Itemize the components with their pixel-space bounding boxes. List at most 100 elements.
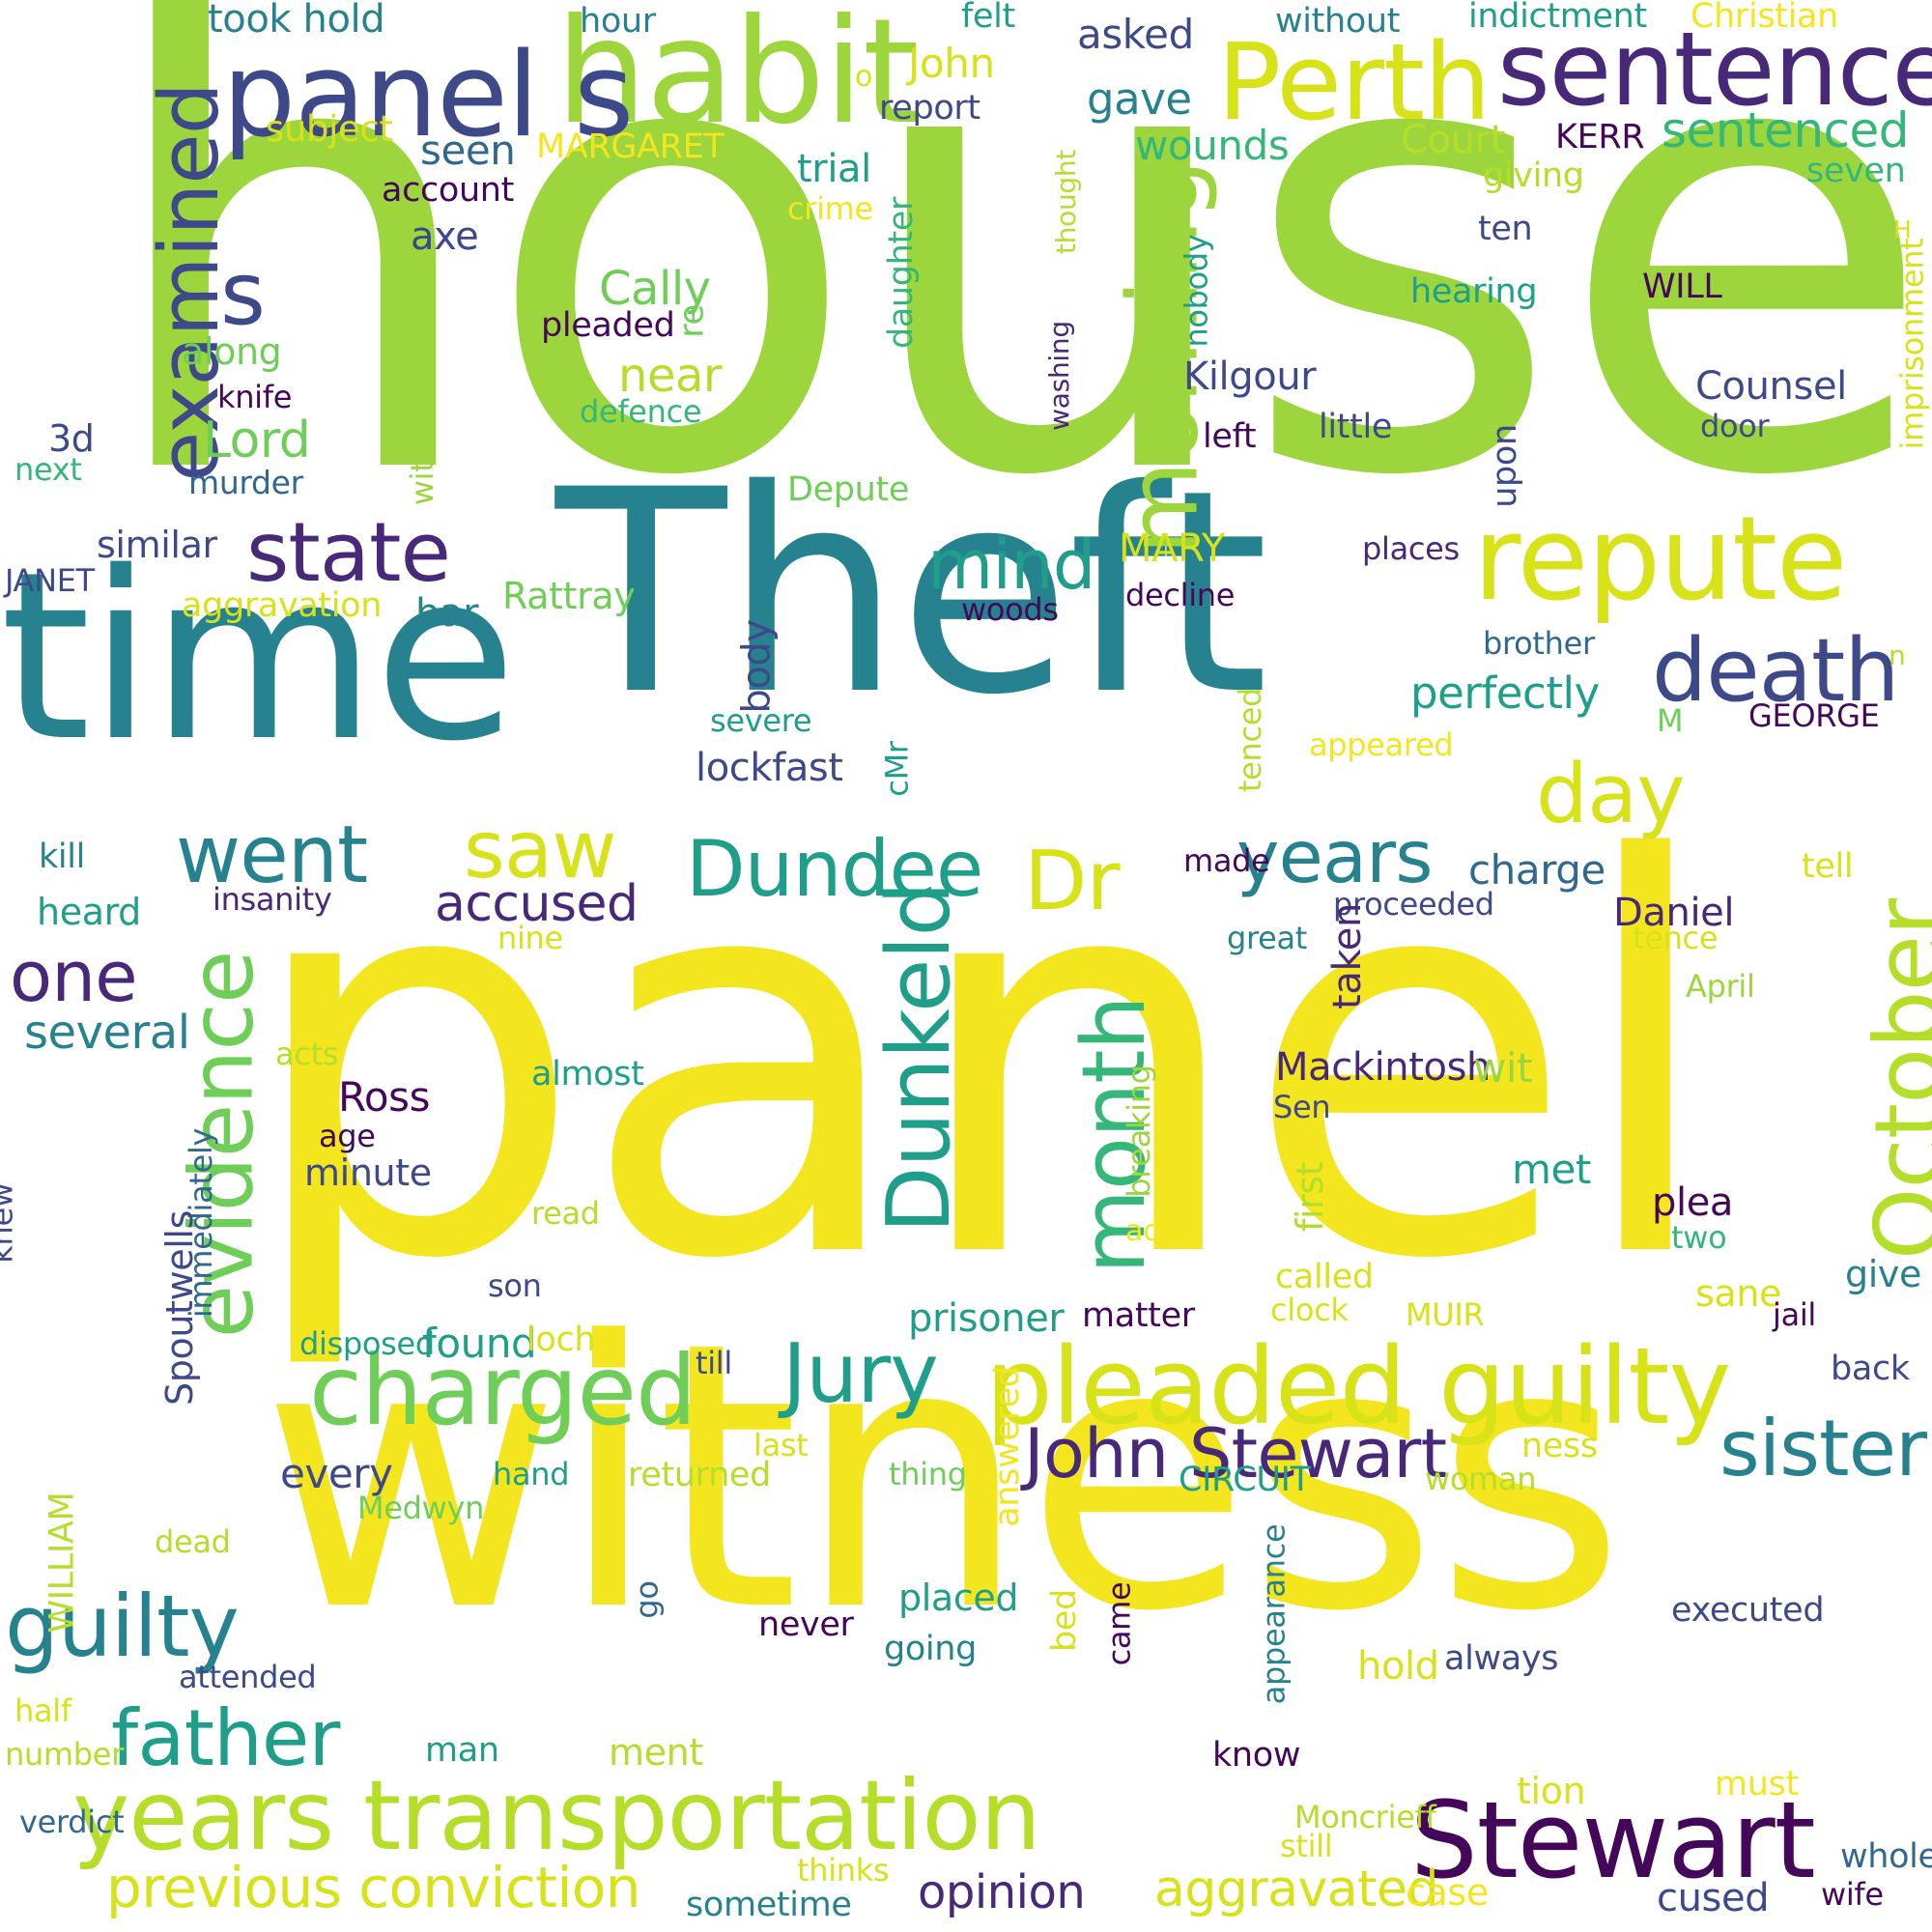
- cloud-word: took hold: [208, 0, 385, 42]
- cloud-word: still: [1280, 1828, 1333, 1864]
- cloud-word: door: [1700, 408, 1770, 444]
- cloud-word: ten: [1478, 210, 1533, 248]
- cloud-word: October: [1856, 898, 1932, 1261]
- cloud-word: without: [1275, 2, 1401, 41]
- cloud-word: GEORGE: [1748, 697, 1880, 734]
- cloud-word: thinks: [797, 1852, 890, 1889]
- cloud-word: gave: [1087, 73, 1192, 125]
- cloud-word: back: [1831, 1350, 1910, 1388]
- cloud-word: insanity: [213, 881, 332, 918]
- cloud-word: sentence: [1497, 11, 1932, 128]
- cloud-word: heard: [37, 891, 141, 933]
- cloud-word: loch: [526, 1321, 596, 1359]
- cloud-word: never: [758, 1605, 854, 1644]
- cloud-word: plea: [1652, 1180, 1734, 1225]
- cloud-word: along: [182, 330, 282, 373]
- cloud-word: decline: [1125, 577, 1236, 613]
- cloud-word: giving: [1483, 156, 1584, 195]
- cloud-word: sometime: [686, 1886, 852, 1924]
- cloud-word: ness: [1521, 1427, 1598, 1465]
- cloud-word: Ross: [338, 1073, 431, 1121]
- cloud-word: re: [672, 304, 712, 338]
- cloud-word: Dr: [1024, 834, 1121, 929]
- cloud-word: great: [1227, 920, 1308, 956]
- cloud-word: WILL: [1642, 268, 1722, 306]
- cloud-word: s: [220, 243, 266, 345]
- cloud-word: pleaded: [541, 306, 675, 345]
- cloud-word: appeared: [1309, 726, 1454, 763]
- cloud-word: going: [884, 1630, 978, 1668]
- cloud-word: Jury: [782, 1326, 939, 1422]
- cloud-word: hand: [493, 1456, 570, 1492]
- cloud-word: MUIR: [1406, 1296, 1485, 1333]
- cloud-word: little: [1319, 408, 1393, 446]
- cloud-word: verdict: [19, 1804, 125, 1840]
- cloud-word: seen: [420, 127, 516, 174]
- cloud-word: wife: [1821, 1876, 1884, 1913]
- cloud-word: whole: [1840, 1837, 1932, 1876]
- cloud-word: o: [855, 60, 873, 94]
- cloud-word: sane: [1695, 1272, 1782, 1315]
- cloud-word: places: [1362, 530, 1460, 567]
- cloud-word: matter: [1082, 1296, 1195, 1335]
- cloud-word: son: [488, 1267, 542, 1304]
- cloud-word: Moncrieff: [1294, 1799, 1436, 1835]
- cloud-word: pleaded guilty: [985, 1324, 1731, 1448]
- cloud-word: H: [1893, 215, 1912, 243]
- cloud-word: executed: [1671, 1591, 1825, 1630]
- cloud-word: thought: [1050, 149, 1083, 255]
- cloud-word: day: [1536, 747, 1686, 842]
- cloud-word: disposed: [299, 1325, 435, 1362]
- cloud-word: upon: [1485, 424, 1524, 508]
- cloud-word: crime: [787, 190, 873, 227]
- cloud-word: hour: [580, 2, 656, 41]
- cloud-word: minute: [304, 1151, 432, 1194]
- cloud-word: kill: [39, 838, 86, 876]
- cloud-word: knew: [0, 1182, 20, 1264]
- cloud-word: tenced: [1232, 687, 1269, 793]
- cloud-word: trial: [797, 147, 871, 191]
- cloud-word: taken: [1324, 903, 1370, 1009]
- cloud-word: made: [1183, 842, 1270, 879]
- cloud-word: time: [0, 522, 517, 792]
- cloud-word: last: [753, 1427, 809, 1463]
- cloud-word: nobody: [1178, 234, 1215, 348]
- cloud-word: asked: [1077, 11, 1194, 58]
- cloud-word: read: [531, 1195, 600, 1232]
- cloud-word: aggravated: [1154, 1861, 1438, 1918]
- cloud-word: always: [1444, 1639, 1559, 1678]
- cloud-word: CIRCUIT: [1179, 1461, 1311, 1499]
- cloud-word: found: [422, 1320, 537, 1367]
- cloud-word: every: [280, 1450, 393, 1497]
- cloud-word: breaking: [1120, 1065, 1157, 1198]
- cloud-word: charged: [309, 1334, 696, 1447]
- cloud-word: panel: [242, 748, 1720, 1378]
- cloud-word: one: [10, 936, 138, 1017]
- cloud-word: proceeded: [1333, 886, 1494, 923]
- cloud-word: felt: [961, 0, 1015, 36]
- cloud-word: John Stewart: [1024, 1414, 1447, 1493]
- cloud-word: Kilgour: [1183, 355, 1317, 399]
- cloud-word: severe: [710, 702, 812, 739]
- cloud-word: Mackintosh: [1275, 1045, 1491, 1090]
- cloud-word: witnesses: [404, 355, 441, 506]
- cloud-word: house: [97, 0, 1932, 611]
- cloud-word: prisoner: [908, 1296, 1065, 1341]
- cloud-word: washing: [1042, 321, 1075, 431]
- cloud-word: man: [425, 1731, 499, 1770]
- cloud-word: saw: [464, 805, 616, 896]
- cloud-word: murder: [188, 464, 303, 501]
- cloud-word: Dundee: [686, 824, 983, 914]
- cloud-word: JANET: [5, 562, 95, 599]
- cloud-word: MARY: [1119, 526, 1225, 571]
- cloud-word: ment: [609, 1731, 703, 1774]
- cloud-word: know: [1212, 1736, 1301, 1775]
- cloud-word: acts: [275, 1036, 339, 1072]
- cloud-word: M: [1657, 702, 1684, 739]
- cloud-word: perfectly: [1410, 668, 1600, 719]
- cloud-word: brother: [1483, 625, 1595, 662]
- cloud-word: 3d: [48, 417, 95, 460]
- cloud-word: woods: [961, 591, 1059, 628]
- cloud-word: defence: [580, 393, 702, 430]
